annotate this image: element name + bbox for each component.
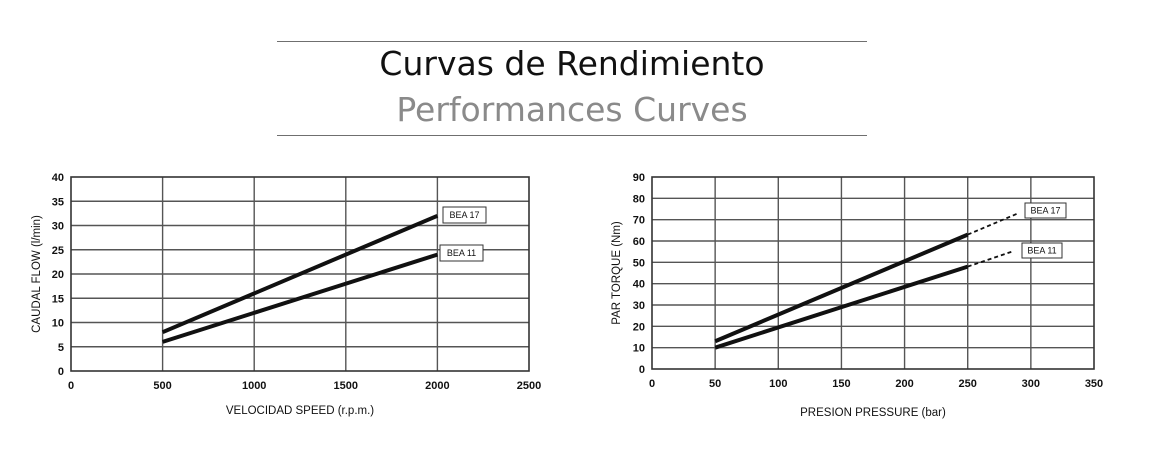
chart1-y-tick-label: 20	[52, 269, 64, 281]
page-subtitle: Performances Curves	[396, 90, 748, 129]
chart1-legend-label-2: BEA 11	[447, 248, 476, 258]
chart1-x-tick-label: 0	[68, 380, 74, 392]
chart1-y-tick-label: 25	[52, 245, 64, 257]
header-rule-bottom	[277, 135, 867, 136]
chart1-x-tick-label: 2000	[425, 380, 449, 392]
chart1-y-tick-label: 40	[52, 172, 64, 184]
chart2-series-extension-1	[967, 212, 1019, 236]
chart2-plot-frame	[651, 176, 1095, 370]
chart1-y-tick-label: 10	[52, 318, 64, 330]
chart2-y-axis-label: PAR TORQUE (Nm)	[611, 221, 623, 325]
chart1-x-tick-label: 500	[153, 380, 171, 392]
chart2-y-tick-label: 70	[633, 215, 645, 227]
chart2-x-tick-label: 0	[649, 378, 655, 390]
chart2-x-axis-label: PRESION PRESSURE (bar)	[800, 407, 946, 419]
chart1-legend-box-1	[442, 206, 487, 224]
chart2-x-tick-label: 250	[959, 378, 977, 390]
chart2-y-tick-label: 50	[633, 257, 645, 269]
chart2-legend-label-1: BEA 17	[1030, 206, 1060, 216]
chart1-x-tick-label: 1500	[334, 380, 358, 392]
chart2-x-tick-label: 150	[832, 378, 850, 390]
chart2-x-tick-label: 300	[1022, 378, 1040, 390]
chart2-y-tick-label: 30	[633, 300, 645, 312]
chart1-y-tick-label: 15	[52, 293, 64, 305]
chart2-series-extension-2	[967, 250, 1013, 268]
header-rule-top	[277, 41, 867, 42]
chart2-y-tick-label: 0	[639, 364, 645, 376]
chart2-y-tick-label: 40	[633, 279, 645, 291]
chart1-y-tick-label: 35	[52, 196, 64, 208]
chart1-series-line-1	[161, 213, 439, 335]
chart1-y-axis-label: CAUDAL FLOW (l/min)	[31, 215, 43, 333]
chart2-x-tick-label: 200	[895, 378, 913, 390]
chart2-x-tick-label: 100	[769, 378, 787, 390]
chart1-plot-frame	[70, 176, 530, 372]
page-title: Curvas de Rendimiento	[379, 44, 765, 83]
chart2-y-tick-label: 90	[633, 172, 645, 184]
chart1-y-tick-label: 30	[52, 221, 64, 233]
chart2-series-line-2	[714, 264, 969, 350]
chart1-legend-box-2	[439, 244, 484, 262]
chart2-series-line-1	[714, 232, 969, 344]
chart1-x-axis-label: VELOCIDAD SPEED (r.p.m.)	[226, 405, 374, 417]
chart2-legend-label-2: BEA 11	[1027, 246, 1056, 256]
chart1-legend-label-1: BEA 17	[449, 210, 479, 220]
chart1-x-tick-label: 2500	[517, 380, 541, 392]
chart1-y-tick-label: 0	[58, 366, 64, 378]
chart2-legend-box-2	[1021, 242, 1063, 259]
chart2-y-tick-label: 20	[633, 321, 645, 333]
chart1-x-tick-label: 1000	[242, 380, 266, 392]
chart2-y-tick-label: 80	[633, 193, 645, 205]
chart1-y-tick-label: 5	[58, 342, 64, 354]
chart2-y-tick-label: 10	[633, 343, 645, 355]
chart2-x-tick-label: 350	[1085, 378, 1103, 390]
chart2-legend-box-1	[1024, 202, 1067, 219]
chart2-x-tick-label: 50	[709, 378, 721, 390]
chart1-series-line-2	[161, 252, 439, 344]
chart2-y-tick-label: 60	[633, 236, 645, 248]
